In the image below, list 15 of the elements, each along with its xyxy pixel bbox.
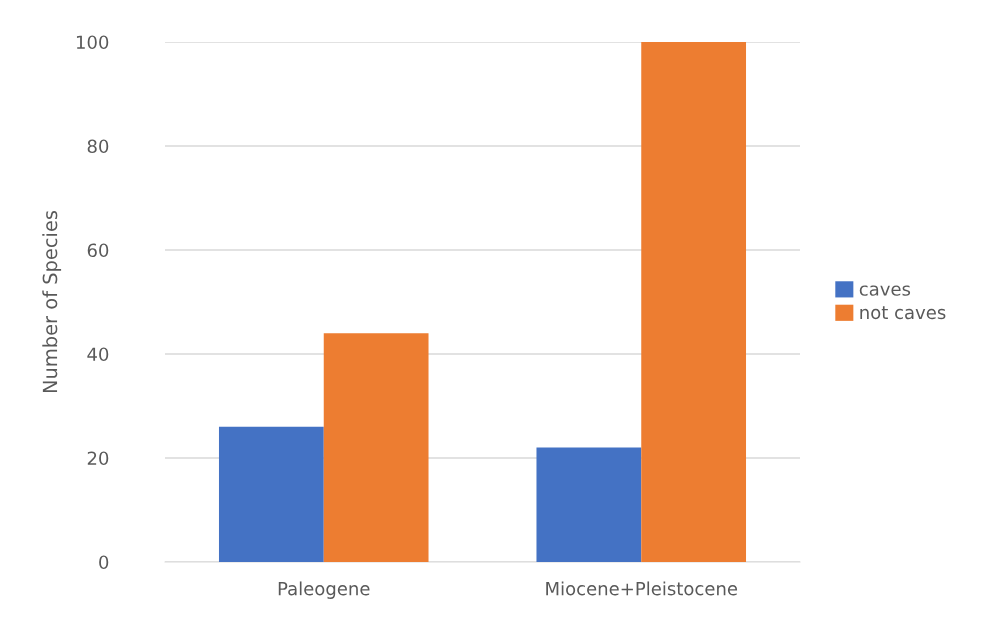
legend-label: not caves [860,306,946,320]
y-tick-label: 100 [76,35,109,50]
x-tick-label: Paleogene [278,581,370,599]
legend-label: caves [859,285,911,296]
y-tick-label: 60 [87,243,109,258]
bar [641,42,747,562]
y-axis-title: Number of Species [42,210,62,393]
bar [218,426,324,562]
y-tick-label: 0 [99,555,109,570]
y-tick-label: 40 [87,347,109,362]
x-tick-label: Miocene+Pleistocene [546,581,738,596]
bar [536,447,642,562]
bar [323,333,429,562]
y-tick-label: 20 [87,451,109,466]
y-tick-label: 80 [87,139,109,154]
